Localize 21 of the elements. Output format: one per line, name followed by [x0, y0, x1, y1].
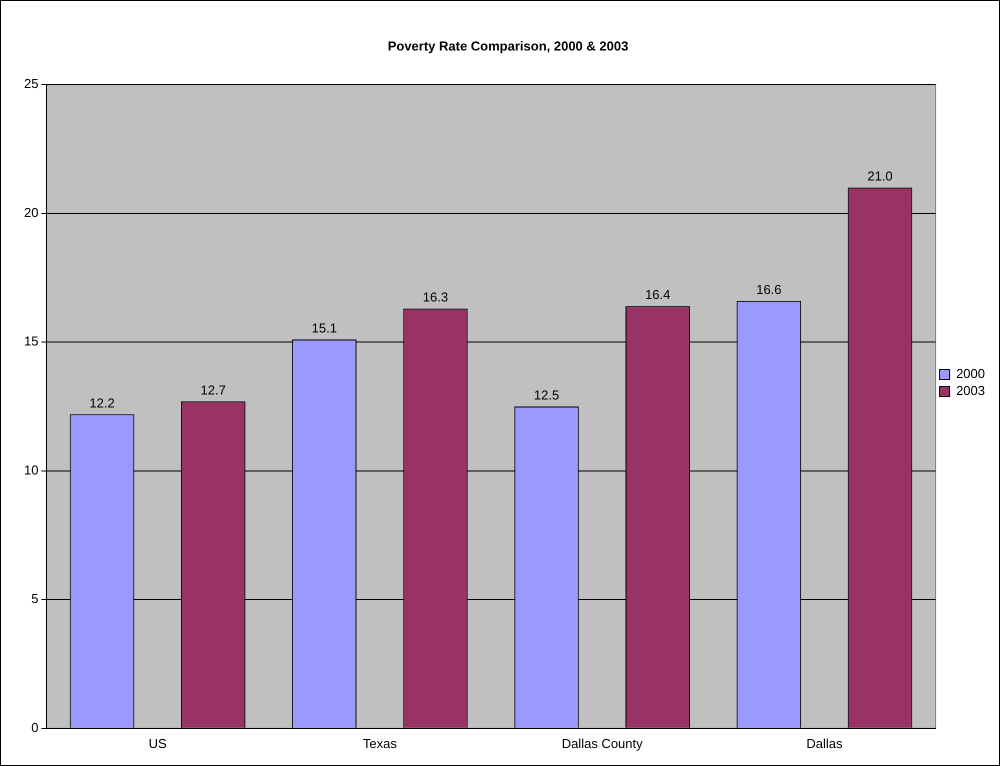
- data-label: 16.6: [756, 282, 782, 297]
- y-tick-label: 0: [31, 720, 38, 735]
- data-label: 15.1: [312, 320, 337, 336]
- data-label: 12.5: [534, 388, 560, 403]
- data-label: 12.7: [200, 382, 226, 398]
- x-tick-label: Texas: [362, 736, 398, 751]
- x-tick-label: US: [148, 736, 167, 751]
- y-tick-label: 10: [24, 462, 38, 478]
- legend-label: 2000: [956, 366, 985, 382]
- y-tick-label: 15: [24, 334, 38, 349]
- x-tick-label: Dallas: [806, 736, 843, 751]
- y-tick-label: 25: [24, 76, 38, 92]
- legend-label: 2003: [956, 383, 985, 398]
- x-tick-label: Dallas County: [562, 736, 644, 751]
- chart-title: Poverty Rate Comparison, 2000 & 2003: [388, 38, 628, 54]
- y-tick-label: 20: [24, 204, 38, 220]
- y-tick-label: 5: [31, 591, 38, 606]
- data-label: 12.2: [89, 395, 115, 410]
- data-label: 16.3: [422, 290, 448, 305]
- data-label: 16.4: [645, 287, 670, 302]
- data-label: 21.0: [867, 168, 893, 184]
